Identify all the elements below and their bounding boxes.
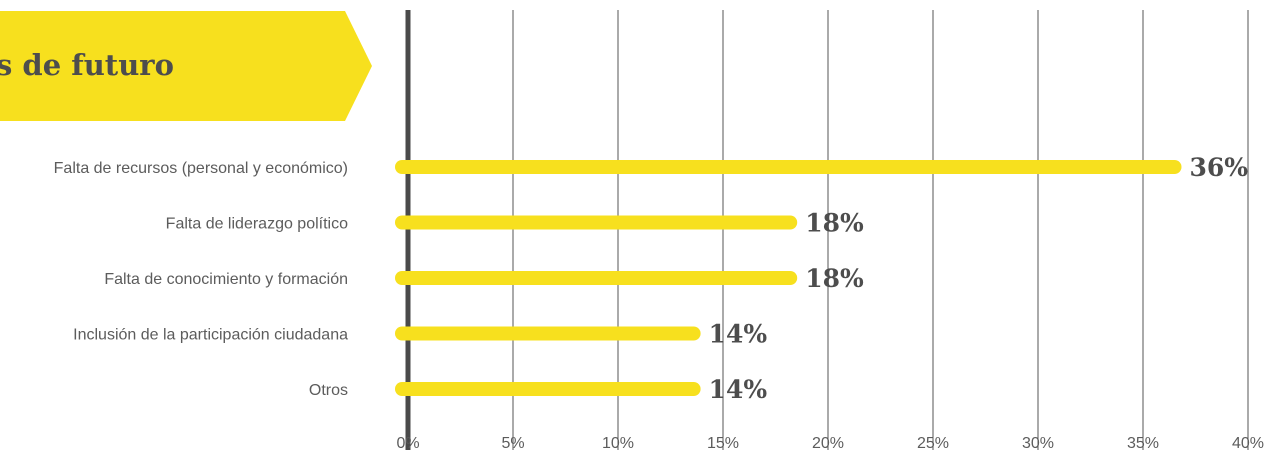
- x-tick-label: 35%: [1127, 435, 1159, 452]
- x-tick-label: 40%: [1232, 435, 1264, 452]
- chart-title: s de futuro: [0, 48, 174, 82]
- x-tick-label: 25%: [917, 435, 949, 452]
- title-banner-shape: [0, 11, 372, 121]
- category-label: Falta de recursos (personal y económico): [54, 160, 348, 177]
- x-tick-label: 10%: [602, 435, 634, 452]
- data-labels: 36% 18% 18% 14% 14%: [709, 153, 1249, 404]
- x-tick-label: 5%: [501, 435, 524, 452]
- grid-lines: [405, 10, 1249, 450]
- x-tick-label: 30%: [1022, 435, 1054, 452]
- data-label: 14%: [709, 375, 768, 404]
- data-label: 18%: [805, 264, 864, 293]
- category-label: Otros: [309, 382, 348, 399]
- x-tick-labels: 0% 5% 10% 15% 20% 25% 30% 35% 40%: [396, 435, 1264, 452]
- category-label: Falta de liderazgo político: [166, 216, 348, 233]
- data-label: 18%: [805, 209, 864, 238]
- x-tick-label: 0%: [396, 435, 419, 452]
- x-tick-label: 15%: [707, 435, 739, 452]
- data-label: 36%: [1190, 153, 1249, 182]
- data-label: 14%: [709, 320, 768, 349]
- x-tick-label: 20%: [812, 435, 844, 452]
- title-banner: s de futuro: [0, 11, 372, 121]
- category-labels: Falta de recursos (personal y económico)…: [54, 160, 348, 399]
- bars: [395, 160, 1182, 396]
- category-label: Falta de conocimiento y formación: [104, 271, 348, 288]
- category-label: Inclusión de la participación ciudadana: [73, 327, 348, 344]
